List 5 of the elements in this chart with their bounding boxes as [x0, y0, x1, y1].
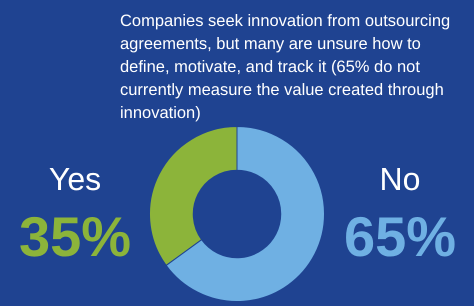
data-label: 35% — [18, 205, 132, 268]
chart-title: Companies seek innovation from outsourcing agreements, but many are unsure how to define, motivate, and track it (65% do not currently measure the value created through innovation) — [120, 11, 452, 124]
slice-label: Yes — [48, 161, 102, 197]
slice-label: No — [380, 161, 420, 197]
data-label: 65% — [344, 205, 456, 268]
